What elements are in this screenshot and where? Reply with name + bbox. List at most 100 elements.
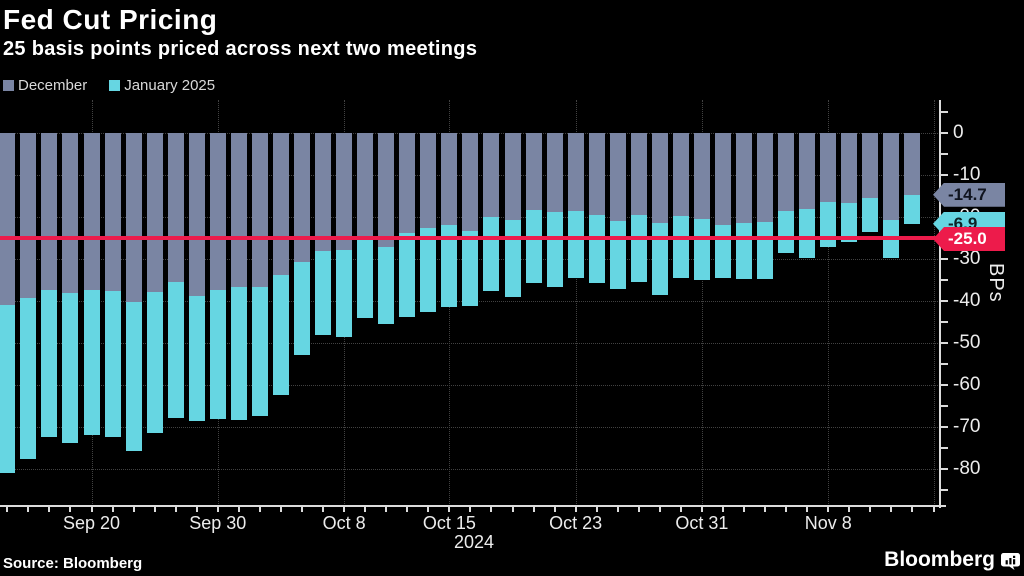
x-tick-label-nov-8: Nov 8 xyxy=(804,513,852,533)
bar-sep-18-january-2025 xyxy=(41,290,58,438)
bar-oct-15-december xyxy=(441,133,458,226)
bar-oct-22-december xyxy=(546,133,563,212)
x-tick-17 xyxy=(364,507,367,512)
bar-sep-30-december xyxy=(209,133,226,291)
x-tick-6 xyxy=(132,507,135,512)
bar-nov-5-december xyxy=(757,133,774,223)
bar-oct-14-december xyxy=(420,133,437,228)
x-tick-4 xyxy=(90,507,93,512)
bar-oct-11-january-2025 xyxy=(399,232,416,317)
x-tick-29 xyxy=(616,507,619,512)
y-tick--5 xyxy=(941,153,948,155)
bar-oct-7-january-2025 xyxy=(315,251,332,336)
y-tick--70 xyxy=(941,426,948,428)
legend: December January 2025 xyxy=(3,77,215,94)
x-tick-0 xyxy=(6,507,9,512)
bar-oct-16-december xyxy=(462,133,479,231)
bar-sep-20-december xyxy=(83,133,100,291)
bar-oct-21-january-2025 xyxy=(525,209,542,283)
x-tick-43 xyxy=(911,507,914,512)
bar-nov-13-december xyxy=(883,133,900,220)
bar-sep-17-january-2025 xyxy=(20,298,37,459)
v-gridline-nov-8 xyxy=(828,100,830,506)
x-tick-9 xyxy=(195,507,198,512)
bar-sep-24-december xyxy=(125,133,142,303)
x-tick-18 xyxy=(385,507,388,512)
bar-nov-14-december xyxy=(904,133,921,195)
legend-item-january: January 2025 xyxy=(109,77,215,94)
bar-nov-8-december xyxy=(820,133,837,202)
bar-nov-1-december xyxy=(715,133,731,225)
x-tick-label-sep-20: Sep 20 xyxy=(62,513,121,533)
bar-oct-8-january-2025 xyxy=(336,250,353,338)
bar-sep-18-december xyxy=(41,133,58,291)
bar-sep-24-january-2025 xyxy=(125,302,142,451)
y-tick-label--50: -50 xyxy=(953,332,981,353)
bar-oct-17-december xyxy=(483,133,500,217)
x-tick-8 xyxy=(174,507,177,512)
y-tick-label-0: 0 xyxy=(953,122,964,143)
bar-sep-19-december xyxy=(62,133,79,293)
x-tick-34 xyxy=(722,507,724,512)
chart-subtitle: 25 basis points priced across next two m… xyxy=(3,38,478,60)
x-tick-26 xyxy=(553,507,556,512)
x-tick-31 xyxy=(658,507,661,512)
x-tick-21 xyxy=(448,507,451,512)
x-tick-label-oct-8: Oct 8 xyxy=(322,513,366,533)
bar-nov-11-january-2025 xyxy=(841,203,858,243)
x-tick-15 xyxy=(322,507,325,512)
y-tick-label--70: -70 xyxy=(953,416,981,437)
bar-nov-5-january-2025 xyxy=(757,222,774,280)
bar-sep-27-december xyxy=(188,133,205,296)
x-tick-label-oct-15: Oct 15 xyxy=(422,513,476,533)
bar-oct-24-december xyxy=(588,133,605,216)
bar-oct-25-january-2025 xyxy=(609,221,626,290)
bar-sep-19-january-2025 xyxy=(62,292,79,444)
bar-nov-6-december xyxy=(778,133,795,211)
plot-area xyxy=(0,100,940,506)
x-tick-36 xyxy=(764,507,767,512)
x-tick-40 xyxy=(848,507,851,512)
bar-oct-7-december xyxy=(315,133,332,252)
source-attribution: Source: Bloomberg xyxy=(3,555,143,572)
h-gridline--60 xyxy=(0,385,940,386)
bar-nov-12-january-2025 xyxy=(862,198,879,232)
y-tick--10 xyxy=(941,174,948,176)
bar-nov-7-december xyxy=(799,133,816,209)
bar-oct-30-december xyxy=(672,133,689,216)
bar-oct-28-december xyxy=(630,133,647,215)
x-tick-13 xyxy=(279,507,282,512)
y-tick-label--60: -60 xyxy=(953,374,981,395)
y-tick--75 xyxy=(941,447,948,449)
y-tick--85 xyxy=(941,489,948,491)
h-gridline--70 xyxy=(0,427,940,428)
x-tick-37 xyxy=(785,507,788,512)
x-tick-44 xyxy=(932,507,935,512)
bar-oct-24-january-2025 xyxy=(588,215,605,283)
bar-oct-30-january-2025 xyxy=(672,215,689,279)
reference-line-25bp xyxy=(0,236,940,240)
x-tick-41 xyxy=(869,507,872,512)
bloomberg-chart-bubble-icon xyxy=(1001,552,1020,570)
legend-item-december: December xyxy=(3,77,87,94)
bloomberg-logo: Bloomberg xyxy=(884,548,1020,572)
x-tick-12 xyxy=(258,507,261,512)
axis-value-labels: -14.7 -6.9 -25.0 xyxy=(933,100,1024,506)
legend-label-december: December xyxy=(18,77,88,94)
bar-oct-25-december xyxy=(609,133,626,222)
y-tick--55 xyxy=(941,363,948,365)
bar-oct-4-january-2025 xyxy=(294,262,310,356)
x-tick-23 xyxy=(490,507,493,512)
bar-oct-31-december xyxy=(693,133,710,220)
x-tick-33 xyxy=(700,507,703,512)
x-tick-27 xyxy=(574,507,577,512)
bar-sep-23-january-2025 xyxy=(104,290,121,437)
bar-sep-26-january-2025 xyxy=(167,281,184,418)
v-gridline-oct-23 xyxy=(575,100,577,506)
bar-oct-16-january-2025 xyxy=(462,230,479,307)
value-flag-december: -14.7 xyxy=(933,182,1005,207)
bar-oct-29-december xyxy=(651,133,668,224)
bar-nov-14-january-2025 xyxy=(904,194,921,224)
bar-oct-2-december xyxy=(251,133,268,287)
